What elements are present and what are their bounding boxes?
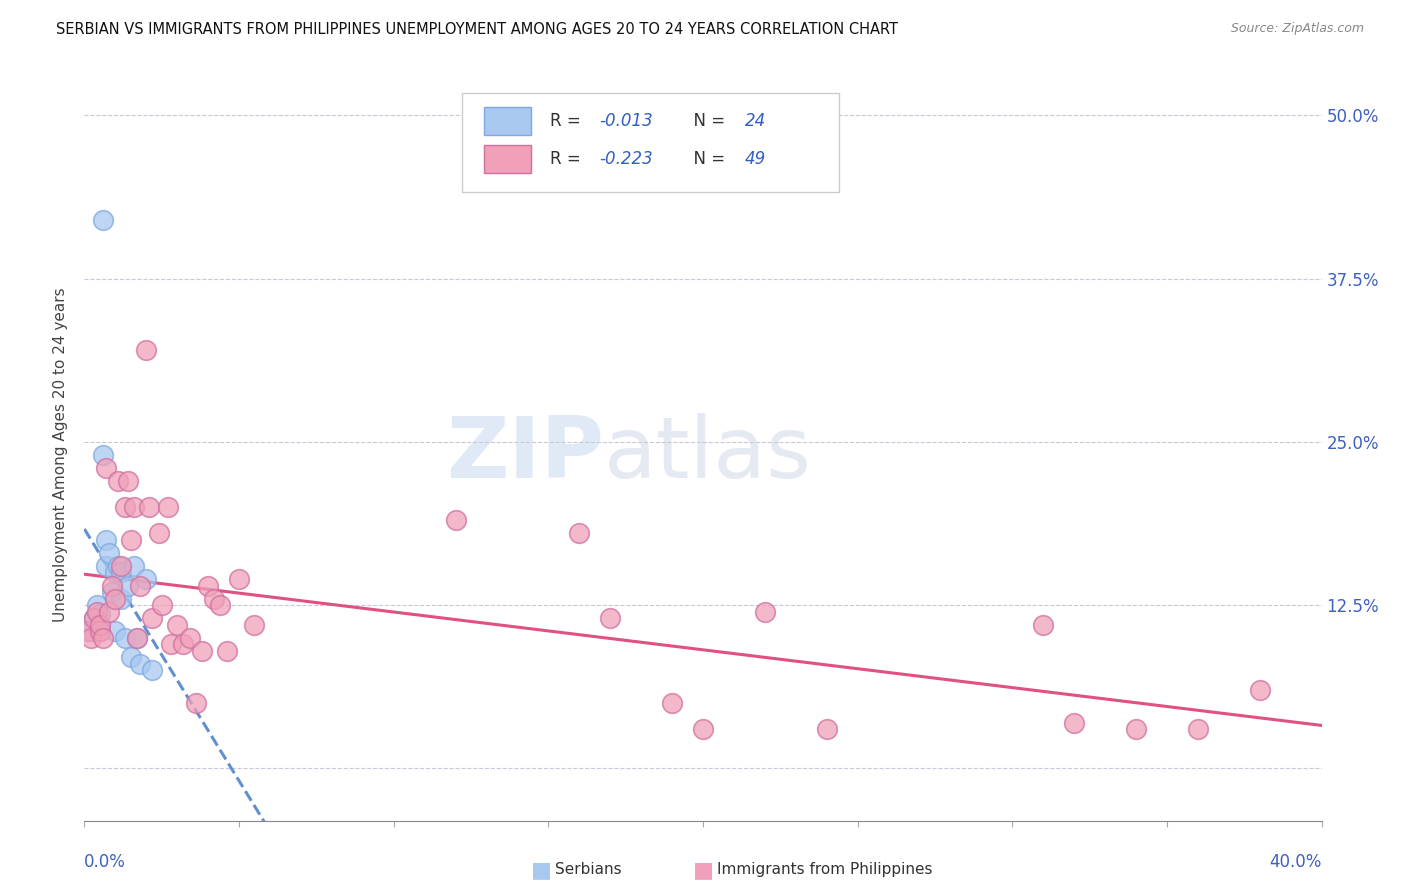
Point (599, 611, 621, 625)
Text: N =: N = (683, 150, 731, 168)
FancyBboxPatch shape (461, 93, 839, 192)
Point (661, 696, 683, 710)
Point (107, 474, 129, 488)
Point (91, 212, 114, 227)
Point (110, 566, 132, 580)
Point (79, 631, 101, 645)
Point (166, 617, 188, 632)
Point (1032, 617, 1054, 632)
Text: 24: 24 (745, 112, 766, 129)
Text: ZIP: ZIP (446, 413, 605, 497)
Point (122, 500, 145, 515)
Point (129, 657, 152, 671)
Point (129, 578, 152, 592)
Point (104, 566, 127, 580)
Point (815, 723, 838, 737)
Point (125, 631, 148, 645)
Point (79, 624, 101, 639)
Text: ■: ■ (693, 860, 713, 880)
Point (209, 598, 232, 612)
Point (110, 591, 132, 606)
Point (172, 637, 194, 651)
Point (197, 578, 219, 592)
Text: atlas: atlas (605, 413, 813, 497)
Point (101, 578, 124, 592)
Point (117, 578, 139, 592)
Text: R =: R = (550, 150, 585, 168)
Point (86, 605, 108, 619)
Point (114, 631, 136, 645)
Point (89, 607, 111, 622)
Point (184, 696, 207, 710)
Point (110, 558, 132, 573)
Point (191, 644, 214, 658)
Point (107, 558, 129, 573)
Point (104, 624, 127, 639)
Point (94, 533, 117, 547)
Point (125, 631, 148, 645)
FancyBboxPatch shape (484, 107, 531, 135)
Point (692, 723, 714, 737)
Point (91, 631, 114, 645)
Point (150, 598, 173, 612)
Text: Source: ZipAtlas.com: Source: ZipAtlas.com (1230, 22, 1364, 36)
Point (83, 611, 105, 625)
Point (86, 598, 108, 612)
Point (120, 650, 142, 665)
Text: SERBIAN VS IMMIGRANTS FROM PHILIPPINES UNEMPLOYMENT AMONG AGES 20 TO 24 YEARS CO: SERBIAN VS IMMIGRANTS FROM PHILIPPINES U… (56, 22, 898, 37)
Point (202, 591, 225, 606)
Point (120, 533, 142, 547)
Text: -0.223: -0.223 (599, 150, 652, 168)
Text: 0.0%: 0.0% (84, 854, 127, 871)
Point (135, 572, 157, 586)
FancyBboxPatch shape (484, 145, 531, 172)
Point (228, 572, 250, 586)
Point (101, 585, 124, 599)
Text: Immigrants from Philippines: Immigrants from Philippines (717, 863, 932, 877)
Point (89, 617, 111, 632)
Y-axis label: Unemployment Among Ages 20 to 24 years: Unemployment Among Ages 20 to 24 years (53, 287, 69, 623)
Point (243, 617, 266, 632)
Point (94, 558, 117, 573)
Point (117, 474, 139, 488)
Point (568, 526, 591, 541)
Text: 49: 49 (745, 150, 766, 168)
Point (91, 448, 114, 462)
Text: -0.013: -0.013 (599, 112, 652, 129)
Point (179, 631, 201, 645)
Point (141, 664, 163, 678)
Point (1125, 723, 1147, 737)
Text: N =: N = (683, 112, 731, 129)
Point (94, 461, 117, 475)
Point (754, 605, 776, 619)
Text: 40.0%: 40.0% (1270, 854, 1322, 871)
Point (98, 546, 121, 560)
Point (141, 611, 163, 625)
Text: R =: R = (550, 112, 585, 129)
Point (1063, 715, 1085, 730)
Point (89, 624, 111, 639)
Point (444, 513, 467, 527)
Point (156, 500, 179, 515)
Point (122, 558, 145, 573)
Point (138, 500, 160, 515)
Point (1249, 683, 1271, 698)
Point (98, 605, 121, 619)
Point (114, 500, 136, 515)
Point (215, 644, 238, 658)
Point (83, 611, 105, 625)
Point (148, 526, 170, 541)
Point (89, 624, 111, 639)
Point (135, 343, 157, 358)
Point (104, 591, 127, 606)
Text: ■: ■ (531, 860, 551, 880)
Point (160, 637, 183, 651)
Point (1187, 723, 1209, 737)
Point (76, 624, 98, 639)
Text: Serbians: Serbians (555, 863, 621, 877)
